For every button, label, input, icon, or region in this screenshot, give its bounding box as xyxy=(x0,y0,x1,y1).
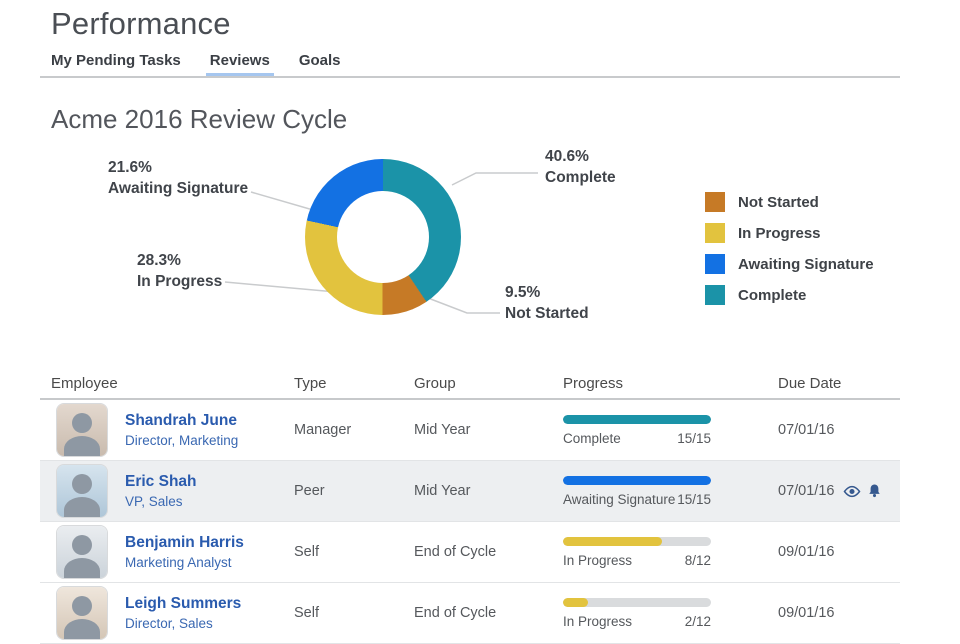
legend-item-not-started: Not Started xyxy=(705,192,874,212)
callout-not-started: 9.5% Not Started xyxy=(505,283,589,325)
progress-count: 15/15 xyxy=(677,492,711,507)
callout-complete: 40.6% Complete xyxy=(545,147,616,189)
callout-not-started-pct: 9.5% xyxy=(505,283,589,304)
progress-cell: Awaiting Signature 15/15 xyxy=(563,476,711,507)
employee-title: Director, Marketing xyxy=(125,433,294,448)
progress-cell: Complete 15/15 xyxy=(563,415,711,446)
avatar[interactable] xyxy=(57,587,107,639)
tab-reviews[interactable]: Reviews xyxy=(210,52,270,78)
employee-title: VP, Sales xyxy=(125,494,294,509)
callout-in-progress: 28.3% In Progress xyxy=(137,251,222,293)
progress-status: Complete xyxy=(563,431,621,446)
due-date: 09/01/16 xyxy=(778,544,838,560)
tab-bar: My Pending Tasks Reviews Goals xyxy=(51,52,341,78)
column-header-progress: Progress xyxy=(563,375,778,392)
performance-page: Performance My Pending Tasks Reviews Goa… xyxy=(0,0,960,640)
callout-complete-label: Complete xyxy=(545,168,616,189)
legend-label: Awaiting Signature xyxy=(738,256,874,273)
legend-item-in-progress: In Progress xyxy=(705,223,874,243)
tab-my-pending-tasks[interactable]: My Pending Tasks xyxy=(51,52,181,78)
callout-awaiting-label: Awaiting Signature xyxy=(108,179,248,200)
legend-swatch-awaiting-signature xyxy=(705,254,725,274)
progress-bar xyxy=(563,598,711,607)
section-title: Acme 2016 Review Cycle xyxy=(51,104,347,135)
employee-title: Director, Sales xyxy=(125,616,294,631)
employee-name-link[interactable]: Eric Shah xyxy=(125,473,294,491)
review-cycle-chart: 40.6% Complete 9.5% Not Started 28.3% In… xyxy=(0,140,960,362)
legend-swatch-not-started xyxy=(705,192,725,212)
legend-item-awaiting-signature: Awaiting Signature xyxy=(705,254,874,274)
eye-icon[interactable] xyxy=(843,485,861,498)
table-row[interactable]: Benjamin Harris Marketing Analyst Self E… xyxy=(40,522,900,583)
progress-bar xyxy=(563,537,711,546)
due-date: 07/01/16 xyxy=(778,483,838,499)
progress-cell: In Progress 8/12 xyxy=(563,537,711,568)
legend-label: Not Started xyxy=(738,194,819,211)
employee-title: Marketing Analyst xyxy=(125,555,294,570)
progress-cell: In Progress 2/12 xyxy=(563,598,711,629)
table-header: Employee Type Group Progress Due Date xyxy=(40,368,900,400)
table-row[interactable]: Leigh Summers Director, Sales Self End o… xyxy=(40,583,900,644)
review-group: Mid Year xyxy=(414,483,563,499)
review-type: Peer xyxy=(294,483,414,499)
review-type: Manager xyxy=(294,422,414,438)
avatar[interactable] xyxy=(57,465,107,517)
review-type: Self xyxy=(294,605,414,621)
donut-chart[interactable] xyxy=(305,159,461,315)
progress-bar xyxy=(563,415,711,424)
bell-icon[interactable] xyxy=(868,483,881,499)
progress-count: 8/12 xyxy=(685,553,711,568)
review-type: Self xyxy=(294,544,414,560)
legend-label: Complete xyxy=(738,287,806,304)
progress-status: In Progress xyxy=(563,553,632,568)
table-row[interactable]: Shandrah June Director, Marketing Manage… xyxy=(40,400,900,461)
page-title: Performance xyxy=(51,6,231,42)
employee-name-link[interactable]: Leigh Summers xyxy=(125,595,294,613)
progress-count: 2/12 xyxy=(685,614,711,629)
column-header-due-date: Due Date xyxy=(778,375,900,392)
callout-awaiting-signature: 21.6% Awaiting Signature xyxy=(108,158,248,200)
legend-swatch-in-progress xyxy=(705,223,725,243)
legend-label: In Progress xyxy=(738,225,821,242)
review-group: End of Cycle xyxy=(414,605,563,621)
header-divider xyxy=(40,76,900,78)
chart-legend: Not Started In Progress Awaiting Signatu… xyxy=(705,192,874,316)
review-group: End of Cycle xyxy=(414,544,563,560)
progress-count: 15/15 xyxy=(677,431,711,446)
legend-swatch-complete xyxy=(705,285,725,305)
table-row[interactable]: Eric Shah VP, Sales Peer Mid Year Awaiti… xyxy=(40,461,900,522)
callout-in-progress-pct: 28.3% xyxy=(137,251,222,272)
due-date: 09/01/16 xyxy=(778,605,838,621)
progress-status: Awaiting Signature xyxy=(563,492,675,507)
column-header-type: Type xyxy=(294,375,414,392)
callout-complete-pct: 40.6% xyxy=(545,147,616,168)
callout-awaiting-pct: 21.6% xyxy=(108,158,248,179)
legend-item-complete: Complete xyxy=(705,285,874,305)
column-header-employee: Employee xyxy=(40,375,294,392)
callout-in-progress-label: In Progress xyxy=(137,272,222,293)
review-group: Mid Year xyxy=(414,422,563,438)
progress-bar xyxy=(563,476,711,485)
employee-name-link[interactable]: Shandrah June xyxy=(125,412,294,430)
avatar[interactable] xyxy=(57,404,107,456)
progress-status: In Progress xyxy=(563,614,632,629)
column-header-group: Group xyxy=(414,375,563,392)
reviews-table: Employee Type Group Progress Due Date Sh… xyxy=(40,368,900,644)
employee-name-link[interactable]: Benjamin Harris xyxy=(125,534,294,552)
tab-goals[interactable]: Goals xyxy=(299,52,341,78)
due-date: 07/01/16 xyxy=(778,422,838,438)
callout-not-started-label: Not Started xyxy=(505,304,589,325)
avatar[interactable] xyxy=(57,526,107,578)
